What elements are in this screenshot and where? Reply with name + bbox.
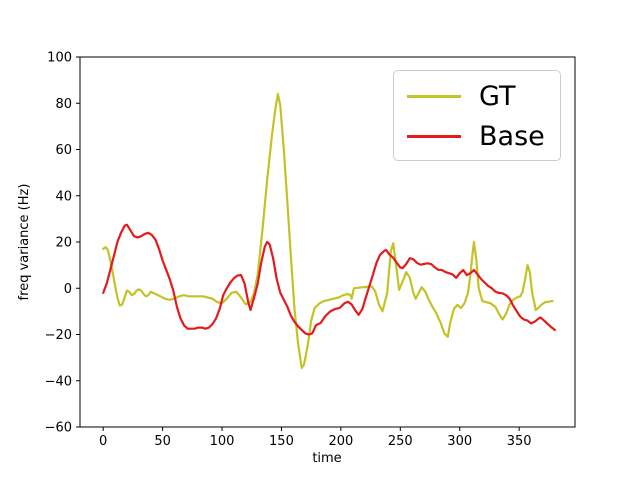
y-tick-label: 60: [55, 143, 72, 158]
y-tick-label: −60: [45, 421, 72, 436]
x-axis-label: time: [312, 451, 341, 466]
x-tick-label: 250: [388, 434, 413, 449]
gt-line-swatch: [407, 94, 461, 98]
gt-line: [102, 92, 554, 370]
base-line-swatch: [407, 134, 461, 138]
y-tick-label: 40: [55, 189, 72, 204]
y-tick-label: 20: [55, 236, 72, 251]
y-tick-label: −20: [45, 328, 72, 343]
legend-entry-gt: GT: [407, 76, 560, 116]
legend-entry-base: Base: [407, 116, 560, 156]
x-tick-label: 150: [269, 434, 294, 449]
y-axis-label: freq variance (Hz): [17, 184, 32, 301]
y-tick-label: 0: [64, 282, 72, 297]
x-tick-label: 50: [154, 434, 171, 449]
x-tick-label: 0: [99, 434, 107, 449]
legend-label-gt: GT: [479, 80, 516, 112]
x-tick-label: 300: [447, 434, 472, 449]
x-tick-label: 350: [507, 434, 532, 449]
legend: GT Base: [393, 70, 561, 161]
y-tick-label: 80: [55, 97, 72, 112]
y-tick-label: 100: [47, 51, 72, 66]
x-tick-label: 200: [328, 434, 353, 449]
x-tick-label: 100: [210, 434, 235, 449]
base-line: [102, 223, 556, 336]
legend-label-base: Base: [479, 120, 545, 152]
y-tick-label: −40: [45, 374, 72, 389]
